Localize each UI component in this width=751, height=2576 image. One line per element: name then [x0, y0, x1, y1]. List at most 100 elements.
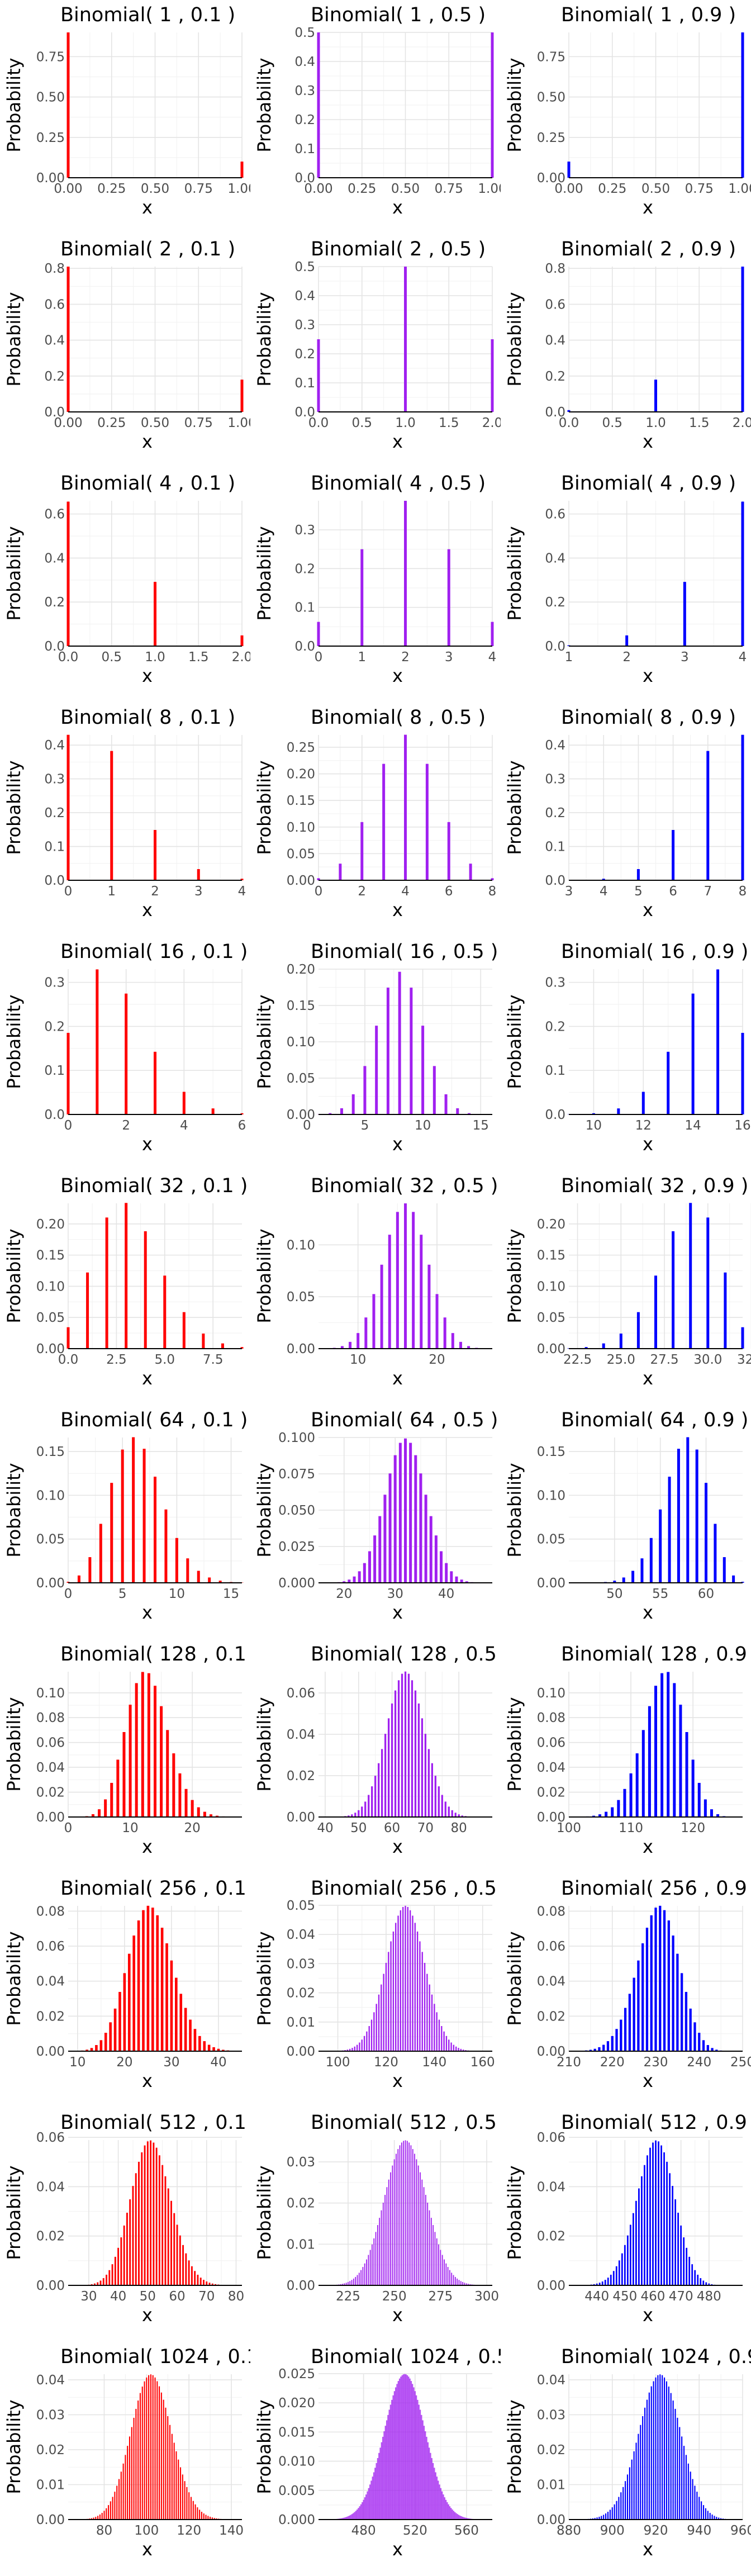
bar — [102, 2513, 103, 2520]
bars — [579, 2374, 732, 2520]
bar — [67, 735, 70, 880]
x-tick-label: 3 — [445, 650, 453, 665]
y-tick-label: 0.02 — [537, 2443, 565, 2458]
x-tick-label: 1.00 — [227, 182, 250, 196]
chart-title: Binomial( 4 , 0.5 ) — [311, 472, 486, 495]
bar — [638, 2188, 640, 2285]
y-tick-label: 0.01 — [36, 2478, 65, 2493]
x-tick-label: 80 — [451, 1821, 467, 1835]
bar — [148, 1673, 150, 1817]
y-tick-label: 0.3 — [294, 523, 315, 538]
y-tick-label: 0.4 — [545, 551, 565, 566]
x-tick-label: 10 — [415, 1118, 431, 1133]
x-axis-label: x — [142, 197, 153, 218]
y-tick-label: 0.000 — [278, 2513, 315, 2527]
bar — [416, 2159, 417, 2285]
bar — [126, 2213, 128, 2285]
bar — [647, 2400, 648, 2520]
bar — [435, 2232, 436, 2285]
bar — [451, 2509, 453, 2520]
x-tick-label: 240 — [687, 2055, 711, 2070]
bar — [165, 2408, 166, 2520]
x-tick-label: 480 — [351, 2523, 376, 2538]
bar — [405, 2374, 406, 2520]
bar — [371, 2020, 372, 2051]
bar — [427, 1265, 430, 1349]
x-axis-label: x — [142, 1836, 153, 1857]
bar — [434, 2468, 435, 2520]
x-axis-label: x — [142, 2304, 153, 2326]
chart-title: Binomial( 1 , 0.9 ) — [561, 4, 736, 26]
bar — [430, 1516, 432, 1583]
x-axis-label: x — [142, 2070, 153, 2091]
bar — [448, 1806, 450, 1817]
x-tick-label: 8 — [488, 884, 497, 899]
bar — [151, 1908, 154, 2051]
y-tick-label: 0.05 — [36, 1311, 65, 1325]
y-tick-label: 0.3 — [44, 976, 65, 990]
x-axis-label: x — [142, 1602, 153, 1623]
y-tick-label: 0.6 — [545, 297, 565, 312]
bar — [108, 2270, 110, 2285]
bar — [605, 2513, 606, 2520]
bar — [440, 2488, 441, 2520]
bar — [605, 1812, 607, 1817]
bar — [150, 2374, 151, 2520]
bar — [106, 1217, 108, 1349]
chart-title: Binomial( 64 , 0.9 ) — [561, 1409, 748, 1431]
y-tick-label: 0.8 — [44, 262, 65, 276]
bar — [350, 2515, 351, 2520]
y-tick-label: 0.0 — [294, 171, 315, 186]
bar — [453, 2045, 454, 2051]
bar — [602, 2281, 603, 2285]
bar — [373, 2238, 374, 2285]
x-tick-label: 4 — [739, 650, 747, 665]
bar — [696, 1450, 698, 1583]
bar — [491, 622, 494, 646]
x-tick-label: 520 — [403, 2523, 427, 2538]
bar — [78, 1576, 80, 1583]
bar — [153, 2143, 154, 2285]
bar — [622, 1577, 625, 1583]
bar — [241, 162, 244, 178]
bar — [125, 2455, 126, 2520]
bar — [384, 2195, 386, 2285]
bar — [186, 2487, 187, 2520]
bar — [409, 1443, 412, 1583]
x-tick-label: 20 — [116, 2055, 132, 2070]
chart-title: Binomial( 8 , 0.9 ) — [561, 706, 736, 729]
x-tick-label: 27.5 — [650, 1353, 678, 1367]
bar — [693, 2022, 696, 2051]
bar — [198, 2036, 201, 2051]
bar — [339, 864, 341, 880]
bar — [647, 2155, 648, 2285]
bar — [455, 2277, 456, 2285]
x-axis-label: x — [392, 2539, 403, 2560]
bar — [376, 2463, 377, 2520]
bar — [389, 2409, 390, 2520]
y-axis-label: Probability — [504, 1931, 525, 2025]
bar — [414, 2154, 415, 2285]
bar — [630, 2225, 631, 2285]
bar — [203, 2280, 205, 2285]
chart-title: Binomial( 16 , 0.9 ) — [561, 941, 748, 963]
y-tick-label: 0.03 — [537, 2408, 565, 2423]
y-tick-label: 0.00 — [36, 2513, 65, 2527]
y-tick-label: 0.01 — [287, 2015, 315, 2030]
bar — [649, 2148, 651, 2285]
y-axis-label: Probability — [254, 994, 275, 1089]
bar — [457, 2279, 458, 2285]
bar — [415, 1923, 416, 2051]
bar — [419, 1941, 420, 2051]
bar — [453, 2511, 454, 2520]
x-tick-label: 0.5 — [101, 650, 122, 665]
bar — [373, 2472, 374, 2520]
bar — [637, 869, 640, 880]
bar — [616, 2266, 617, 2285]
y-tick-label: 0.05 — [287, 847, 315, 861]
